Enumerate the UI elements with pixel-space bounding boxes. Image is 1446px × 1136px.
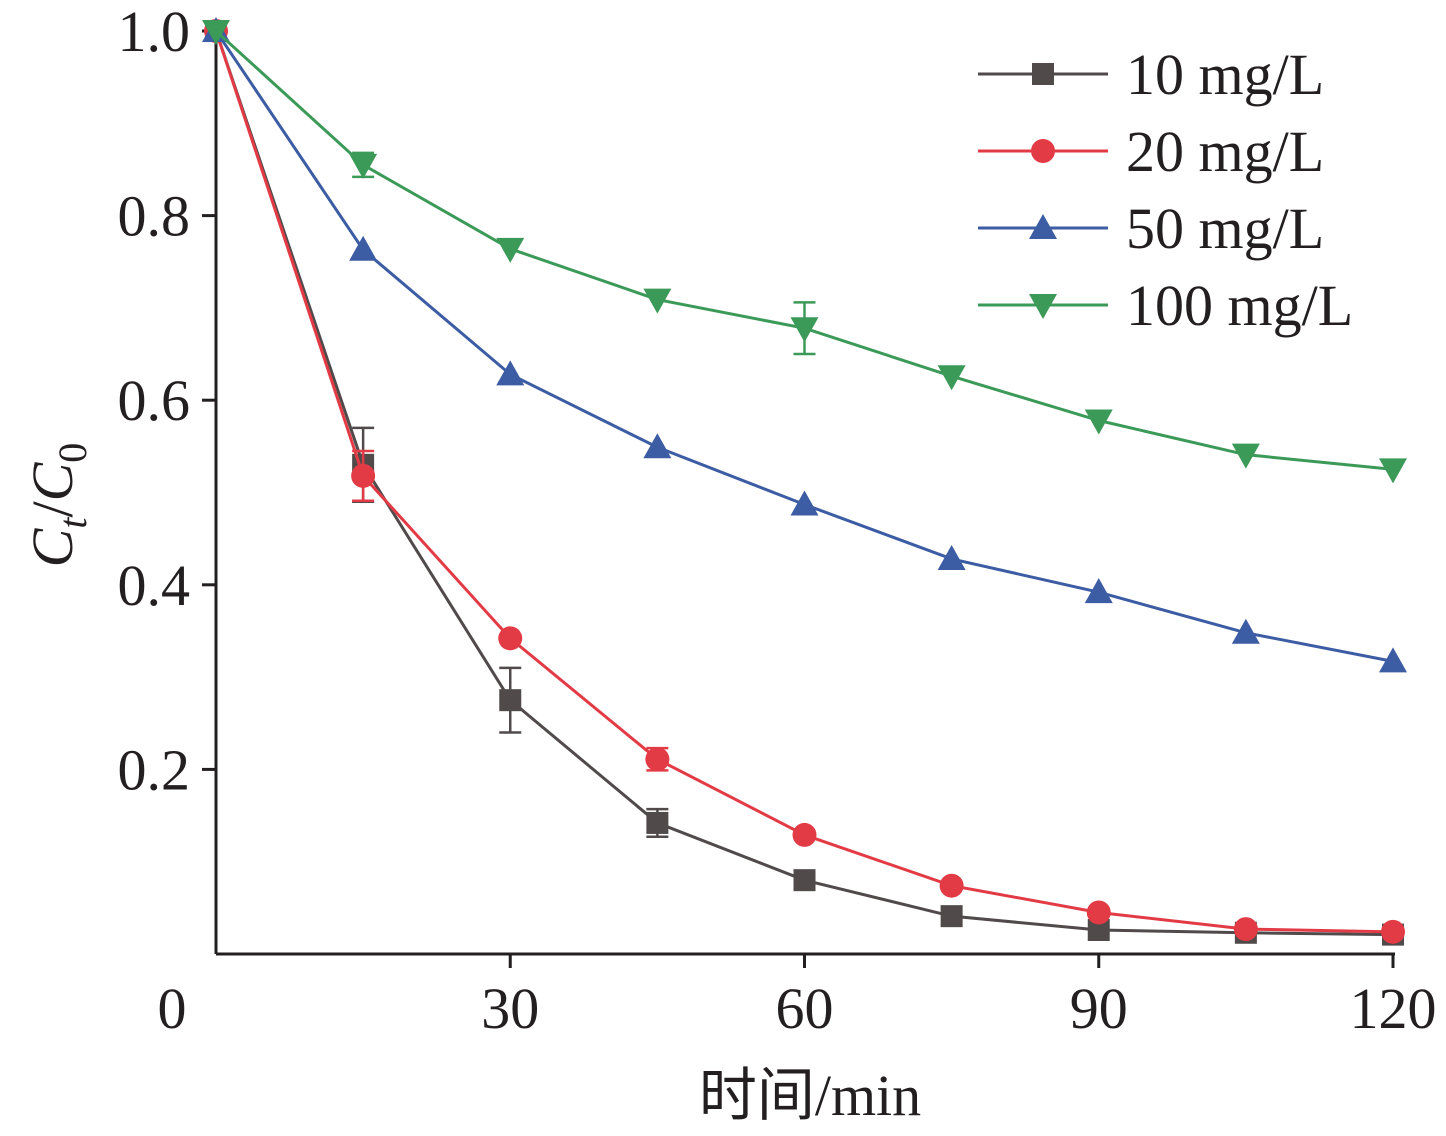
data-point (792, 822, 817, 847)
data-point (646, 811, 669, 834)
data-point (1233, 917, 1258, 942)
data-point (1381, 919, 1405, 944)
data-point (1084, 409, 1113, 435)
y-tick-label: 0.6 (118, 368, 191, 433)
legend-item-20-mg-l: 20 mg/L (978, 119, 1324, 184)
x-tick-label: 120 (1350, 976, 1437, 1041)
series-layer (202, 17, 1407, 946)
data-point (1086, 900, 1111, 925)
legend-item-100-mg-l: 100 mg/L (978, 273, 1353, 338)
legend-label: 50 mg/L (1126, 196, 1324, 261)
data-point (643, 288, 672, 314)
x-tick-label: 90 (1070, 976, 1128, 1041)
data-point (1379, 458, 1407, 484)
y-tick-label: 0.4 (118, 553, 191, 618)
data-point (1084, 578, 1113, 604)
data-point (349, 153, 378, 179)
data-point (1087, 919, 1110, 942)
series-100-mg-l (202, 20, 1407, 484)
data-point (498, 626, 523, 651)
y-axis-title-sub-0: 0 (50, 443, 95, 463)
y-tick-label: 1.0 (118, 0, 191, 64)
x-tick-label: 30 (481, 976, 539, 1041)
data-point (643, 433, 672, 459)
x-axis-title: 时间/min (699, 1063, 921, 1128)
series-50-mg-l (202, 17, 1407, 673)
y-axis-title: Ct/C0 (20, 443, 95, 568)
data-point (496, 360, 525, 386)
data-point (645, 747, 670, 772)
x-tick-label: 0 (158, 976, 187, 1041)
legend-marker (1029, 294, 1057, 319)
y-axis-title-sub-t: t (50, 517, 95, 529)
legend-label: 20 mg/L (1126, 119, 1324, 184)
legend: 10 mg/L 20 mg/L 50 mg/L 100 mg/L (978, 42, 1353, 338)
legend-label: 10 mg/L (1126, 42, 1324, 107)
legend-marker (1031, 139, 1055, 163)
axes: 0 30 60 90 120 0.2 0.4 0.6 0.8 1.0 (118, 0, 1437, 1041)
data-point (1379, 647, 1407, 673)
data-point (1231, 618, 1260, 644)
legend-marker (1029, 214, 1057, 239)
legend-label: 100 mg/L (1126, 273, 1353, 338)
data-point (496, 237, 525, 263)
data-point (939, 873, 964, 898)
data-point (499, 689, 522, 712)
y-axis-title-c: C (20, 527, 85, 567)
data-point (793, 869, 816, 892)
y-axis-title-c0: C (20, 461, 85, 501)
data-point (349, 235, 378, 261)
data-point (940, 905, 963, 928)
data-point (351, 463, 376, 488)
data-point (202, 20, 230, 45)
x-tick-label: 60 (776, 976, 834, 1041)
y-tick-label: 0.2 (118, 737, 191, 802)
data-point (790, 490, 819, 516)
data-point (790, 317, 819, 343)
legend-item-10-mg-l: 10 mg/L (978, 42, 1324, 107)
legend-item-50-mg-l: 50 mg/L (978, 196, 1324, 261)
data-point (937, 365, 966, 391)
data-point (1231, 443, 1260, 469)
legend-marker (1032, 63, 1054, 85)
data-point (937, 544, 966, 570)
y-tick-label: 0.8 (118, 184, 191, 249)
y-axis-title-slash: / (20, 501, 85, 518)
